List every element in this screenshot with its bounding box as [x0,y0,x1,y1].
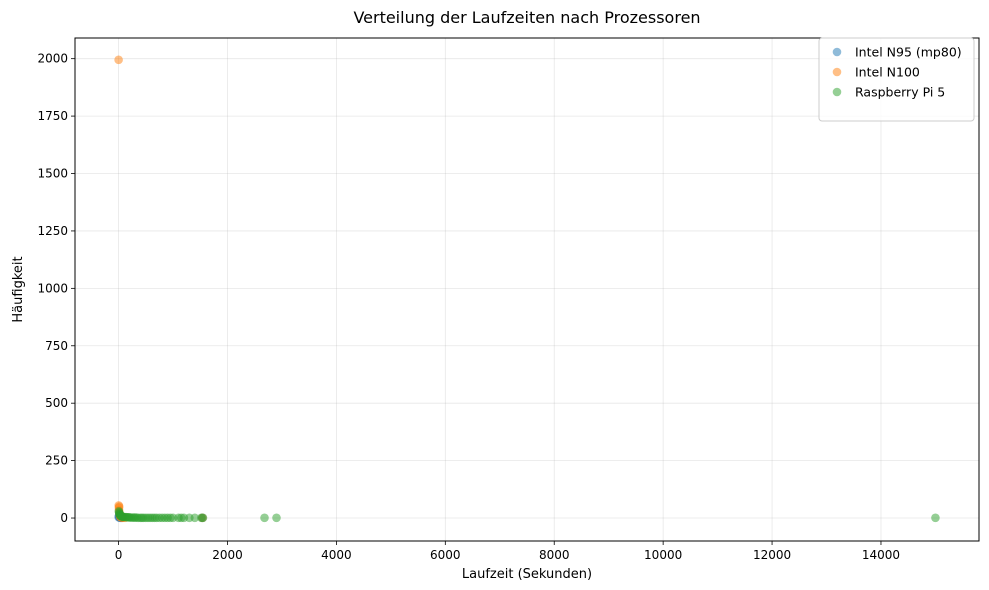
x-tick-label: 2000 [212,548,243,562]
y-axis-label: Häufigkeit [11,256,26,322]
x-tick-label: 14000 [862,548,900,562]
data-point [260,513,269,523]
data-point [190,513,200,523]
chart-title: Verteilung der Laufzeiten nach Prozessor… [353,8,700,27]
legend-label: Intel N95 (mp80) [855,45,962,60]
x-axis-ticks: 0 2000 4000 6000 8000 10000 12000 14000 [115,541,900,562]
axes-frame [74,37,980,542]
data-point [931,513,940,523]
data-point [114,55,123,65]
y-tick-label: 750 [45,339,68,353]
legend-marker [832,67,842,77]
grid-lines [75,38,979,541]
y-tick-label: 1500 [37,167,68,181]
y-axis-ticks: 0 250 500 750 1000 1250 1500 1750 2000 [37,52,75,525]
x-tick-label: 8000 [539,548,570,562]
x-tick-label: 0 [115,548,123,562]
x-tick-label: 6000 [430,548,461,562]
legend-marker [832,87,842,97]
x-axis-label: Laufzeit (Sekunden) [462,567,592,582]
x-tick-label: 10000 [644,548,682,562]
y-tick-label: 0 [60,511,68,525]
legend: Intel N95 (mp80) Intel N100 Raspberry Pi 5 [818,37,975,122]
legend-box [818,37,975,122]
legend-label: Intel N100 [855,65,920,80]
data-point [198,513,208,523]
y-tick-label: 500 [45,396,68,410]
x-tick-label: 12000 [753,548,791,562]
y-tick-label: 2000 [37,52,68,66]
series-2-points [114,506,940,523]
y-tick-label: 250 [45,454,68,468]
y-tick-label: 1750 [37,109,68,123]
legend-label: Raspberry Pi 5 [855,85,945,100]
x-tick-label: 4000 [321,548,352,562]
data-point [272,513,281,523]
data-points [114,55,940,523]
y-tick-label: 1250 [37,224,68,238]
y-tick-label: 1000 [37,281,68,295]
legend-marker [832,47,842,57]
